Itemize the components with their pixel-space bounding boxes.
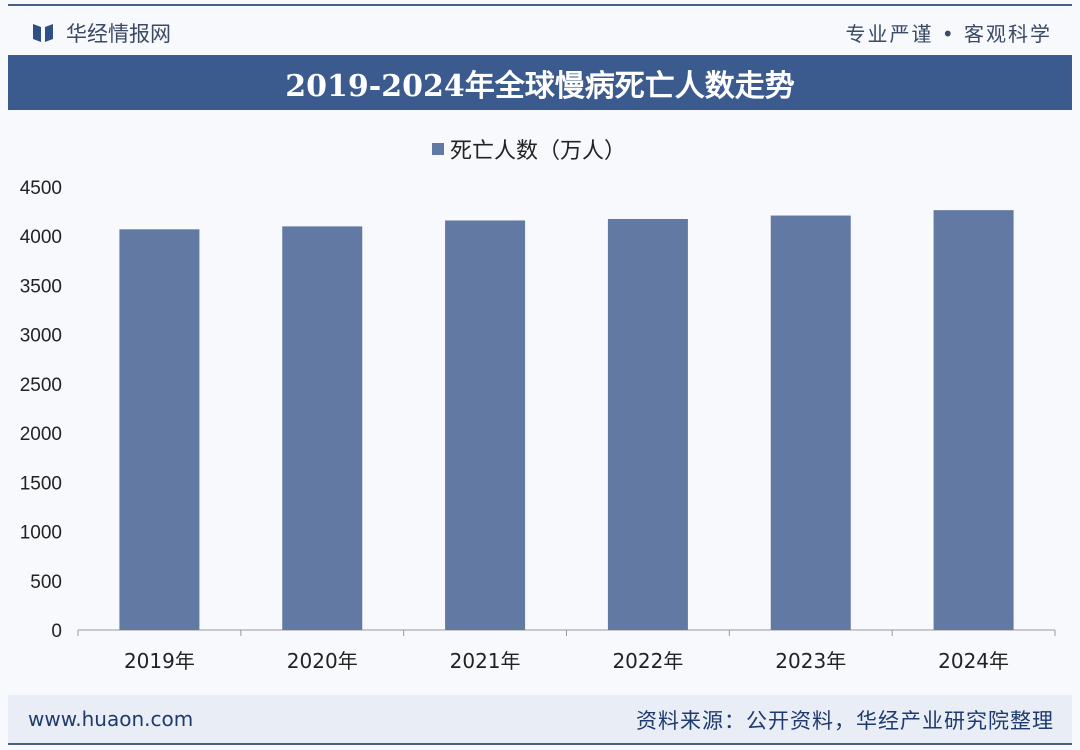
x-tick-label: 2021年: [450, 649, 521, 673]
y-tick-label: 2000: [20, 424, 62, 445]
x-tick-label: 2024年: [938, 649, 1009, 673]
brand-name: 华经情报网: [66, 22, 171, 46]
bar: [282, 226, 363, 630]
y-tick-label: 2500: [20, 375, 62, 396]
legend: 死亡人数（万人）: [432, 133, 626, 165]
y-tick-label: 4000: [20, 227, 62, 248]
y-tick-label: 4500: [20, 178, 62, 199]
y-tick-label: 3000: [20, 326, 62, 347]
x-tick-label: 2023年: [775, 649, 846, 673]
y-tick-label: 3500: [20, 276, 62, 297]
logo-icon: [33, 24, 53, 42]
bar: [770, 215, 851, 630]
bar: [607, 218, 688, 630]
chart-title: 2019-2024年全球慢病死亡人数走势: [8, 55, 1072, 110]
y-tick-label: 1500: [20, 473, 62, 494]
legend-swatch: [432, 143, 444, 155]
source-note: 资料来源：公开资料，华经产业研究院整理: [636, 709, 1054, 733]
x-tick-label: 2022年: [612, 649, 683, 673]
brand: 华经情报网: [32, 18, 171, 48]
top-rule: [8, 4, 1072, 6]
bar: [119, 229, 200, 630]
bar: [445, 220, 526, 630]
y-tick-label: 0: [51, 621, 62, 642]
slogan: 专业严谨 • 客观科学: [845, 22, 1052, 46]
footer: www.huaon.com 资料来源：公开资料，华经产业研究院整理: [8, 695, 1072, 745]
legend-label: 死亡人数（万人）: [450, 139, 627, 164]
x-tick-label: 2019年: [124, 649, 195, 673]
x-tick-label: 2020年: [287, 649, 358, 673]
y-tick-label: 1000: [20, 523, 62, 544]
bar: [933, 210, 1014, 630]
y-tick-label: 500: [30, 572, 62, 593]
website-url: www.huaon.com: [28, 707, 194, 731]
